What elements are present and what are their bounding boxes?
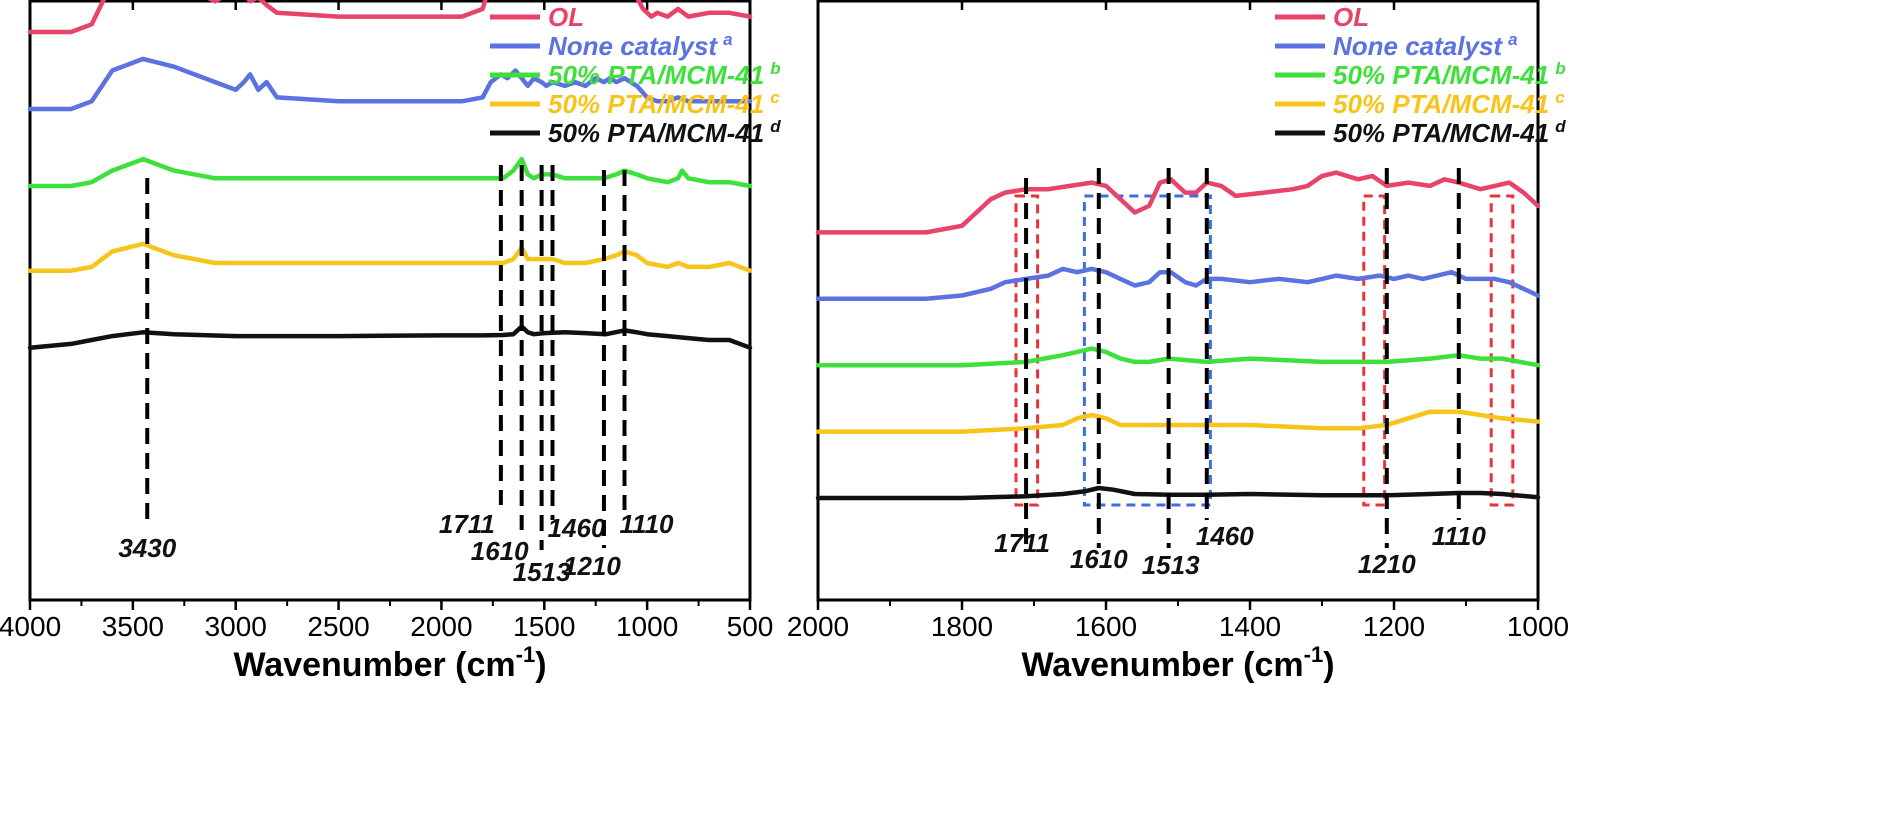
x-tick-label: 2500 (307, 611, 369, 642)
series-line-2 (815, 346, 1541, 368)
peak-label-1210: 1210 (563, 551, 621, 581)
legend-label-4: 50% PTA/MCM-41 d (548, 117, 781, 148)
x-tick-label: 1400 (1219, 611, 1281, 642)
highlight-box-2 (1362, 194, 1387, 507)
legend-label-1: None catalyst a (1333, 30, 1518, 61)
x-axis-label: Wavenumber (cm-1) (233, 642, 546, 684)
peak-label-1110: 1110 (620, 509, 675, 539)
x-tick-label: 500 (727, 611, 774, 642)
series-line-4 (815, 485, 1541, 501)
peak-label-1513: 1513 (1142, 550, 1200, 580)
peak-label-1711: 1711 (439, 509, 495, 539)
highlight-box-1 (1082, 194, 1212, 507)
series-line-4 (27, 324, 753, 350)
x-tick-label: 1600 (1075, 611, 1137, 642)
x-tick-label: 1000 (616, 611, 678, 642)
x-tick-label: 1500 (513, 611, 575, 642)
legend-label-0: OL (1333, 2, 1369, 32)
series-line-1 (27, 56, 753, 112)
x-tick-label: 2000 (787, 611, 849, 642)
x-tick-label: 3500 (102, 611, 164, 642)
legend-label-4: 50% PTA/MCM-41 d (1333, 117, 1566, 148)
peak-label-1711: 1711 (994, 528, 1050, 558)
peak-label-1460: 1460 (1196, 521, 1254, 551)
series-line-0 (815, 170, 1541, 235)
peak-label-1110: 1110 (1432, 521, 1487, 551)
x-tick-label: 2000 (410, 611, 472, 642)
peak-label-1210: 1210 (1358, 549, 1416, 579)
x-tick-label: 1200 (1363, 611, 1425, 642)
left-panel: 4000 3500 3000 2500 2000 1500 1000 500 Wavenumbe… (0, 0, 781, 684)
x-axis-label: Wavenumber (cm-1) (1021, 642, 1334, 684)
peak-label-1513: 1513 (513, 557, 571, 587)
peak-label-1610: 1610 (471, 536, 529, 566)
series-line-3 (815, 409, 1541, 434)
x-tick-label: 1000 (1507, 611, 1569, 642)
series-line-1 (815, 266, 1541, 302)
series-line-2 (27, 156, 753, 189)
legend-label-2: 50% PTA/MCM-41 b (1333, 59, 1566, 90)
legend-label-1: None catalyst a (548, 30, 733, 61)
legend-label-0: OL (548, 2, 584, 32)
series-line-3 (27, 241, 753, 273)
peak-label-3430: 3430 (118, 533, 176, 563)
highlight-box-3 (1489, 194, 1515, 507)
legend-label-2: 50% PTA/MCM-41 b (548, 59, 781, 90)
peak-label-1460: 1460 (548, 513, 606, 543)
x-tick-label: 1800 (931, 611, 993, 642)
x-tick-label: 4000 (0, 611, 61, 642)
legend-label-3: 50% PTA/MCM-41 c (548, 88, 780, 119)
x-tick-label: 3000 (205, 611, 267, 642)
legend-label-3: 50% PTA/MCM-41 c (1333, 88, 1565, 119)
right-panel: 2000 1800 1600 1400 1200 1000 Wavenumber (cm-1… (787, 0, 1569, 684)
peak-label-1610: 1610 (1070, 544, 1128, 574)
series-line-0 (27, 0, 753, 35)
